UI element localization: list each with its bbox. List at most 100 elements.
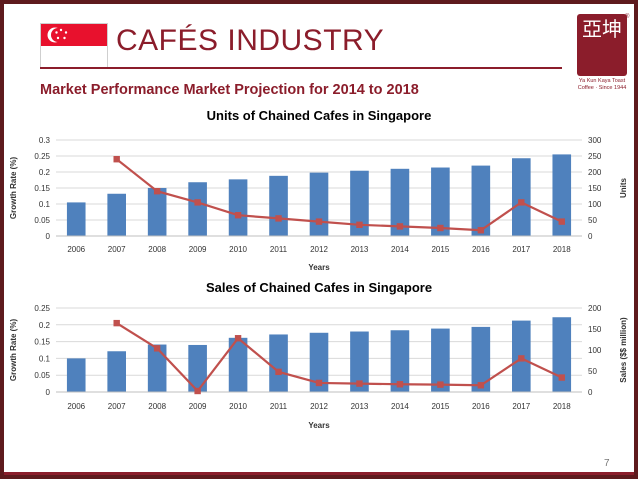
- y2-tick-label: 50: [588, 216, 597, 225]
- x-tick-label: 2011: [270, 402, 288, 411]
- x-tick-label: 2007: [108, 402, 126, 411]
- x-tick-label: 2007: [108, 245, 126, 254]
- x-tick-label: 2018: [553, 245, 571, 254]
- y2-tick-label: 150: [588, 325, 602, 334]
- bar: [390, 168, 410, 236]
- line-marker: [437, 224, 444, 232]
- bar: [309, 332, 329, 392]
- y2-tick-label: 100: [588, 200, 602, 209]
- y-tick-label: 0.1: [39, 354, 51, 363]
- x-tick-label: 2015: [431, 402, 449, 411]
- line-marker: [396, 381, 404, 388]
- line-marker: [113, 156, 120, 163]
- x-tick-label: 2006: [67, 245, 85, 254]
- x-tick-label: 2016: [472, 245, 490, 254]
- line-marker: [518, 355, 525, 362]
- y-tick-label: 0.3: [39, 136, 51, 145]
- x-tick-label: 2011: [270, 245, 288, 254]
- y-tick-label: 0.2: [39, 168, 51, 177]
- x-tick-label: 2015: [431, 245, 449, 254]
- line-marker: [356, 221, 363, 228]
- x-axis-label: Years: [308, 263, 330, 272]
- flag-white-band: [41, 46, 107, 68]
- bar: [228, 179, 248, 236]
- y2-tick-label: 0: [588, 388, 593, 397]
- bar: [431, 167, 450, 236]
- bar: [107, 193, 126, 236]
- bar: [390, 330, 410, 392]
- y-tick-label: 0: [46, 232, 51, 241]
- page-number: 7: [604, 458, 610, 469]
- x-tick-label: 2014: [391, 245, 409, 254]
- bar: [66, 202, 86, 236]
- y2-tick-label: 0: [588, 232, 593, 241]
- bar: [552, 317, 572, 392]
- x-tick-label: 2008: [148, 402, 166, 411]
- chart-svg: Units of Chained Cafes in Singapore 0 0.05…: [9, 108, 628, 272]
- line-marker: [315, 218, 323, 225]
- x-tick-label: 2008: [148, 245, 166, 254]
- x-tick-label: 2009: [189, 245, 207, 254]
- slide: CAFÉS INDUSTRY Market Performance Market…: [4, 4, 634, 475]
- logo-caption-line-2: Coffee · Since 1944: [577, 85, 627, 91]
- slide-subtitle: Market Performance Market Projection for…: [40, 82, 419, 98]
- slide-title: CAFÉS INDUSTRY: [116, 24, 385, 57]
- x-tick-label: 2013: [351, 402, 369, 411]
- line-marker: [275, 215, 282, 222]
- line-marker: [315, 379, 323, 387]
- line-marker: [153, 345, 161, 352]
- line-marker: [477, 227, 485, 234]
- registered-mark: ®: [625, 14, 630, 20]
- y2-tick-label: 300: [588, 136, 602, 145]
- line-marker: [518, 199, 525, 206]
- bar: [188, 344, 207, 392]
- x-tick-label: 2017: [512, 402, 530, 411]
- x-axis-label: Years: [308, 421, 330, 430]
- y-tick-label: 0.15: [34, 338, 50, 347]
- bar: [228, 337, 248, 392]
- x-tick-label: 2009: [189, 402, 207, 411]
- bar: [309, 172, 329, 236]
- y2-tick-label: 250: [588, 152, 602, 161]
- logo-glyph: 亞坤: [582, 19, 622, 41]
- bar: [188, 182, 207, 236]
- bar: [269, 334, 288, 392]
- y2-tick-label: 150: [588, 184, 602, 193]
- x-tick-label: 2010: [229, 402, 247, 411]
- line-marker: [437, 381, 444, 388]
- bar: [147, 188, 167, 236]
- logo-caption-line-1: Ya Kun Kaya Toast: [578, 78, 626, 84]
- line-marker: [113, 319, 120, 327]
- y2-tick-label: 200: [588, 168, 602, 177]
- bar: [66, 358, 86, 392]
- singapore-flag-icon: [40, 23, 108, 69]
- line-marker: [153, 188, 161, 195]
- x-tick-label: 2017: [512, 245, 530, 254]
- line-marker: [194, 199, 201, 206]
- bar: [552, 154, 572, 236]
- logo-caption: Ya Kun Kaya Toast Coffee · Since 1944: [570, 78, 634, 92]
- x-tick-label: 2012: [310, 402, 328, 411]
- chart-svg: Sales of Chained Cafes in Singapore 0 0.05…: [9, 280, 628, 430]
- x-tick-label: 2013: [351, 245, 369, 254]
- bottom-accent-bar: [4, 472, 634, 475]
- line-marker: [558, 374, 565, 381]
- x-tick-label: 2014: [391, 402, 409, 411]
- y2-axis-label: Sales ($$ million): [619, 317, 628, 383]
- y2-tick-label: 50: [588, 367, 597, 376]
- y2-tick-label: 100: [588, 346, 602, 355]
- y-tick-label: 0.25: [34, 304, 50, 313]
- bar: [269, 175, 288, 236]
- y2-tick-label: 200: [588, 304, 602, 313]
- x-tick-label: 2010: [229, 245, 247, 254]
- y-tick-label: 0.25: [34, 152, 50, 161]
- line-marker: [477, 382, 485, 389]
- bar: [431, 328, 450, 392]
- y-tick-label: 0.1: [39, 200, 51, 209]
- growth-line: [116, 322, 563, 393]
- y-tick-label: 0.05: [34, 216, 50, 225]
- bar: [471, 165, 491, 236]
- ya-kun-logo: 亞坤: [577, 14, 627, 76]
- line-marker: [234, 335, 242, 342]
- x-tick-label: 2018: [553, 402, 571, 411]
